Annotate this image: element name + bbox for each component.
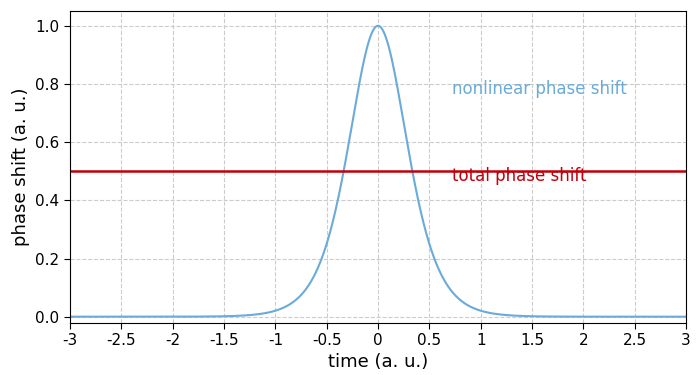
X-axis label: time (a. u.): time (a. u.) xyxy=(328,354,428,372)
Text: nonlinear phase shift: nonlinear phase shift xyxy=(452,80,626,98)
Text: total phase shift: total phase shift xyxy=(452,167,587,185)
Y-axis label: phase shift (a. u.): phase shift (a. u.) xyxy=(12,88,30,246)
